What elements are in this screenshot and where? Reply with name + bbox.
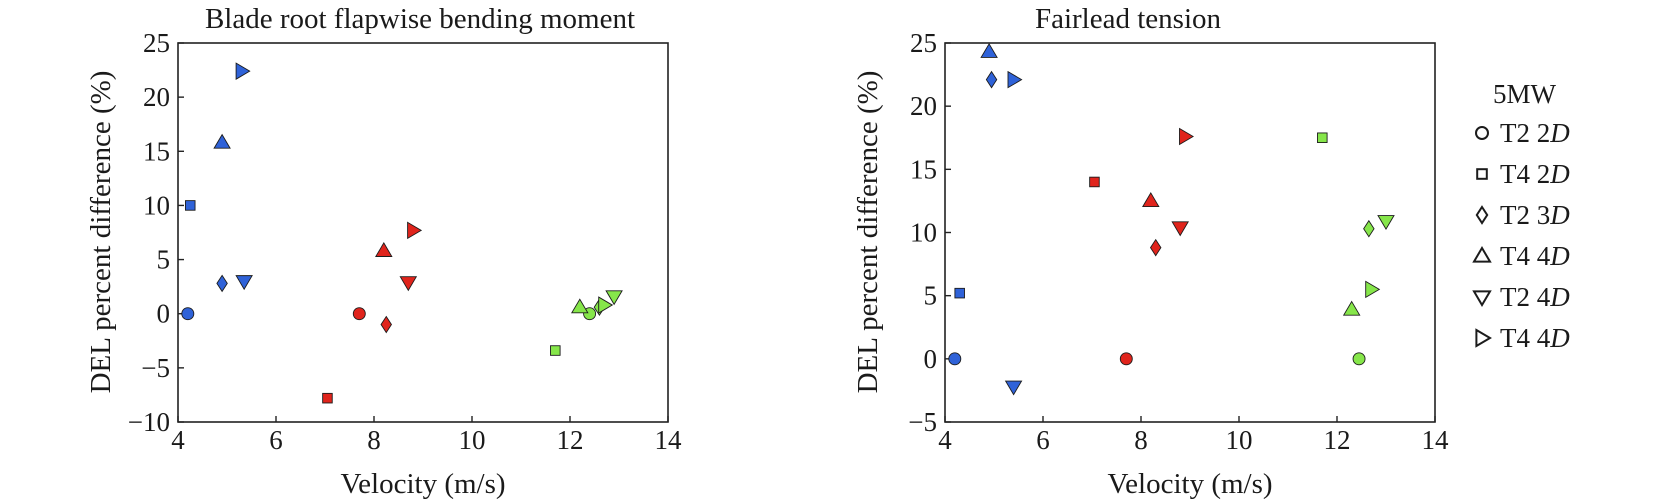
x-tick-label: 10 — [1226, 425, 1253, 455]
data-point-triangle-right — [1365, 280, 1381, 299]
data-point-triangle-right — [1179, 127, 1194, 146]
data-point-triangle-down — [235, 275, 253, 291]
y-tick-label: 0 — [924, 344, 938, 374]
x-axis-label: Velocity (m/s) — [340, 468, 505, 500]
data-point-triangle-right — [235, 62, 251, 80]
legend-heading: 5MW — [1493, 79, 1557, 109]
chart-title: Fairlead tension — [1035, 3, 1222, 35]
data-point-triangle-down — [1171, 221, 1189, 237]
legend-marker-triangle-right — [1475, 328, 1492, 348]
data-point-diamond — [1149, 238, 1162, 257]
legend-entry-label: T4 4D — [1500, 241, 1570, 271]
data-point-triangle-down — [1377, 215, 1395, 231]
legend-marker-diamond — [1475, 205, 1489, 225]
legend-entry-label: T4 4D — [1500, 323, 1570, 353]
legend-entry-label: T2 3D — [1500, 200, 1570, 230]
chart-title: Blade root flapwise bending moment — [205, 3, 635, 35]
data-point-triangle-up — [213, 133, 231, 149]
chart-fairlead-tension: Fairlead tension 4 6 8 10 12 14 −5 0 5 10 15 20 25 V… — [852, 3, 1449, 500]
data-point-square — [184, 200, 196, 211]
x-tick-label: 8 — [1134, 425, 1148, 455]
legend-entry-label: T2 2D — [1500, 118, 1570, 148]
x-axis-label: Velocity (m/s) — [1107, 468, 1272, 500]
y-axis-label: DEL percent difference (%) — [85, 71, 117, 394]
y-tick-label: 10 — [143, 190, 170, 220]
data-point-diamond — [216, 274, 228, 293]
data-point-triangle-up — [571, 298, 589, 314]
data-point-circle — [1119, 352, 1133, 366]
legend-marker-square — [1476, 168, 1488, 180]
data-markers — [948, 42, 1395, 396]
x-tick-label: 6 — [269, 425, 283, 455]
x-tick-label: 12 — [1324, 425, 1351, 455]
data-point-triangle-down — [399, 276, 418, 292]
legend-marker-triangle-up — [1472, 246, 1492, 263]
x-tick-label: 4 — [938, 425, 952, 455]
x-tick-label: 4 — [171, 425, 185, 455]
y-tick-label: 15 — [910, 154, 937, 184]
data-point-circle — [181, 307, 195, 321]
plot-area — [944, 42, 1436, 423]
data-point-triangle-down — [1004, 380, 1023, 396]
data-point-square — [1317, 132, 1328, 143]
y-tick-label: 25 — [910, 28, 937, 58]
data-point-triangle-up — [1142, 192, 1160, 207]
legend-marker-circle — [1475, 126, 1489, 140]
axis-ticks: 4 6 8 10 12 14 −10 −5 0 5 10 15 20 25 — [128, 28, 682, 455]
data-point-triangle-right — [598, 296, 614, 314]
data-point-diamond — [380, 315, 392, 334]
data-markers — [181, 62, 623, 404]
data-point-diamond — [985, 70, 998, 89]
data-point-triangle-right — [1007, 70, 1023, 89]
x-tick-label: 6 — [1036, 425, 1050, 455]
data-point-triangle-up — [375, 242, 393, 257]
data-point-square — [322, 392, 333, 404]
x-tick-label: 14 — [1422, 425, 1450, 455]
data-point-diamond — [1363, 219, 1375, 238]
legend-entry-label: T4 2D — [1500, 159, 1570, 189]
data-point-square — [550, 345, 561, 356]
chart-blade-root: Blade root flapwise bending moment 4 6 8 10… — [85, 3, 682, 500]
data-point-triangle-down — [605, 290, 623, 306]
data-point-circle — [1352, 352, 1366, 366]
data-point-square — [1089, 176, 1100, 188]
y-tick-label: 15 — [143, 136, 170, 166]
plot-area — [177, 42, 669, 423]
y-tick-label: 0 — [157, 299, 171, 329]
data-point-square — [954, 287, 965, 299]
legend-entry-label: T2 4D — [1500, 282, 1570, 312]
y-tick-label: 5 — [157, 245, 171, 275]
y-axis-label: DEL percent difference (%) — [852, 71, 884, 394]
data-point-triangle-right — [407, 221, 423, 240]
y-tick-label: −5 — [908, 407, 937, 437]
data-point-triangle-up — [980, 42, 998, 58]
x-tick-label: 10 — [459, 425, 486, 455]
y-tick-label: −5 — [141, 353, 170, 383]
y-tick-label: 10 — [910, 218, 937, 248]
y-tick-label: −10 — [128, 407, 170, 437]
data-point-triangle-up — [1342, 300, 1361, 316]
x-tick-label: 12 — [557, 425, 584, 455]
legend: 5MW T2 2D T4 2D T2 3D T4 4D T2 4D T4 4D — [1472, 79, 1570, 353]
y-tick-label: 25 — [143, 28, 170, 58]
y-tick-label: 20 — [910, 91, 937, 121]
x-tick-label: 14 — [655, 425, 683, 455]
y-tick-label: 5 — [924, 281, 938, 311]
data-point-circle — [948, 352, 962, 366]
axis-ticks: 4 6 8 10 12 14 −5 0 5 10 15 20 25 — [908, 28, 1449, 455]
data-point-circle — [352, 307, 366, 321]
y-tick-label: 20 — [143, 82, 170, 112]
x-tick-label: 8 — [367, 425, 381, 455]
legend-marker-triangle-down — [1472, 290, 1492, 307]
